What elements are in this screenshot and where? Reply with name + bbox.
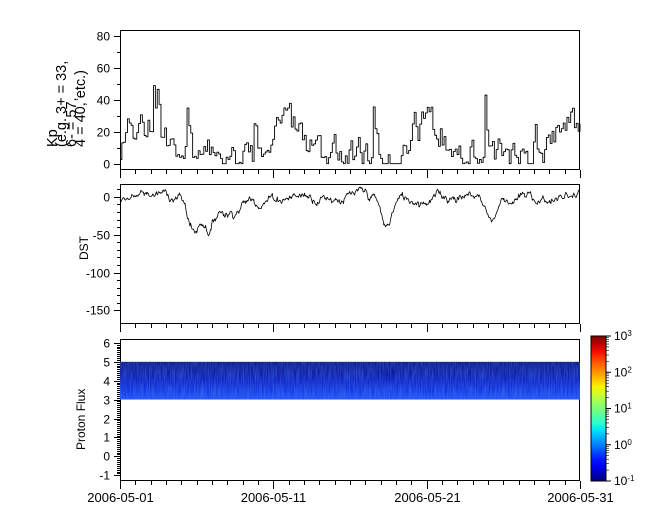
svg-text:101: 101 [614, 401, 632, 416]
svg-text:3: 3 [103, 394, 110, 408]
svg-text:100: 100 [614, 437, 632, 452]
svg-text:0: 0 [103, 158, 110, 172]
svg-text:102: 102 [614, 365, 632, 380]
svg-text:20: 20 [97, 126, 111, 140]
svg-text:2006-05-01: 2006-05-01 [87, 490, 154, 505]
svg-text:5: 5 [103, 356, 110, 370]
svg-text:2006-05-21: 2006-05-21 [394, 490, 461, 505]
svg-text:2006-05-11: 2006-05-11 [241, 490, 307, 505]
svg-text:-50: -50 [93, 229, 111, 243]
svg-text:0: 0 [103, 191, 110, 205]
svg-text:40: 40 [97, 94, 111, 108]
svg-text:80: 80 [97, 30, 111, 44]
svg-text:6: 6 [103, 337, 110, 351]
svg-text:2: 2 [103, 413, 110, 427]
svg-text:60: 60 [97, 62, 111, 76]
svg-text:103: 103 [614, 329, 632, 344]
svg-text:4: 4 [103, 375, 110, 389]
svg-text:-1: -1 [99, 469, 110, 483]
svg-text:1: 1 [103, 431, 110, 445]
svg-text:-100: -100 [86, 267, 110, 281]
svg-text:-150: -150 [86, 304, 110, 318]
svg-text:2006-05-31: 2006-05-31 [547, 490, 614, 505]
svg-text:0: 0 [103, 450, 110, 464]
svg-text:10-1: 10-1 [614, 474, 635, 489]
